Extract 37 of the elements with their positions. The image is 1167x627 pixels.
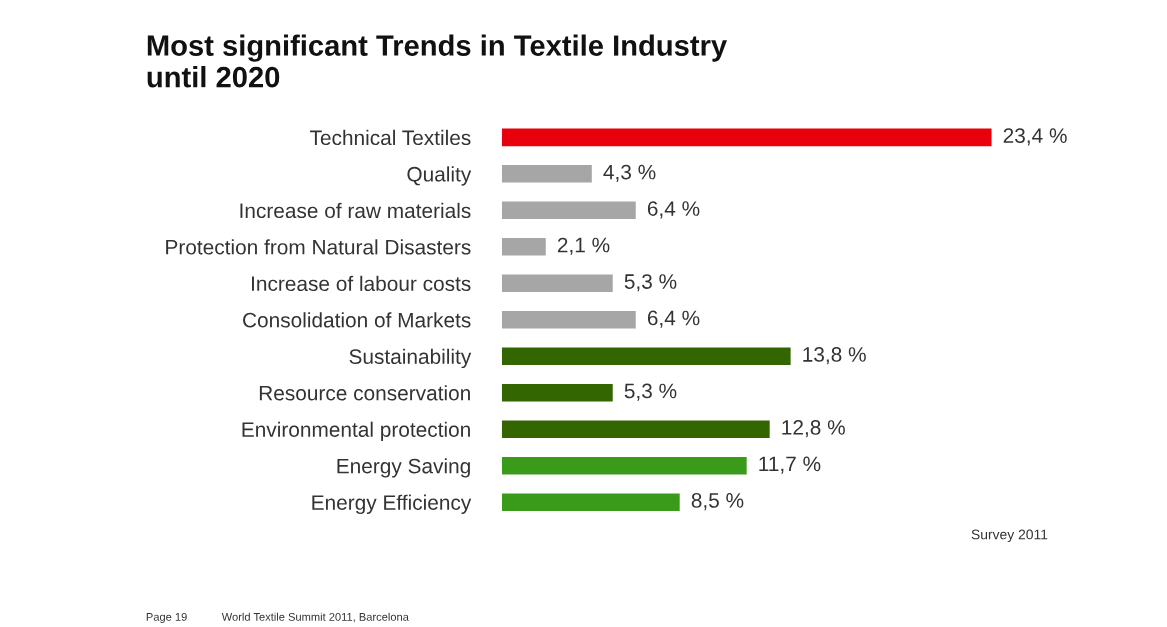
y-tick-label: Consolidation of Markets — [243, 312, 471, 328]
data-label: 8,5 % — [691, 493, 744, 511]
bar — [501, 274, 613, 293]
data-label: 5,3 % — [624, 383, 677, 401]
bar — [501, 456, 747, 475]
y-tick-label: Energy Saving — [337, 458, 470, 478]
bar — [501, 311, 636, 329]
bar — [501, 493, 680, 511]
y-tick-label: Increase of labour costs — [252, 275, 471, 292]
bar — [501, 201, 636, 220]
y-tick-label: Resource conservation — [259, 385, 470, 401]
data-label: 11,7 % — [759, 456, 821, 474]
text: Survey 2011 — [971, 529, 1048, 543]
data-label: 2,1 % — [557, 237, 610, 255]
y-tick-label: Technical Textiles — [310, 129, 471, 146]
bar — [501, 128, 992, 147]
text: Page 19 — [146, 612, 187, 624]
y-tick-label: Environmental protection — [242, 421, 470, 442]
data-label: 23,4 % — [1003, 128, 1067, 146]
y-tick-label: Protection from Natural Disasters — [166, 239, 471, 255]
bar — [501, 420, 770, 438]
bar — [501, 165, 592, 183]
data-label: 6,4 % — [647, 201, 700, 219]
y-tick-label: Sustainability — [349, 348, 472, 369]
y-tick-label: Energy Efficiency — [312, 494, 472, 515]
y-tick-label: Quality — [407, 166, 472, 186]
bar — [501, 383, 613, 402]
data-label: 12,8 % — [782, 420, 845, 438]
bar — [501, 347, 791, 366]
chart-title: Most significant Trends in Textile Industry until 2020 — [147, 34, 727, 88]
bar — [501, 238, 546, 256]
y-tick-label: Increase of raw materials — [240, 202, 471, 219]
data-label: 6,4 % — [647, 310, 700, 328]
data-label: 4,3 % — [603, 164, 656, 182]
text: World Textile Summit 2011, Barcelona — [221, 612, 409, 623]
data-label: 13,8 % — [803, 347, 866, 365]
data-label: 5,3 % — [624, 274, 677, 292]
